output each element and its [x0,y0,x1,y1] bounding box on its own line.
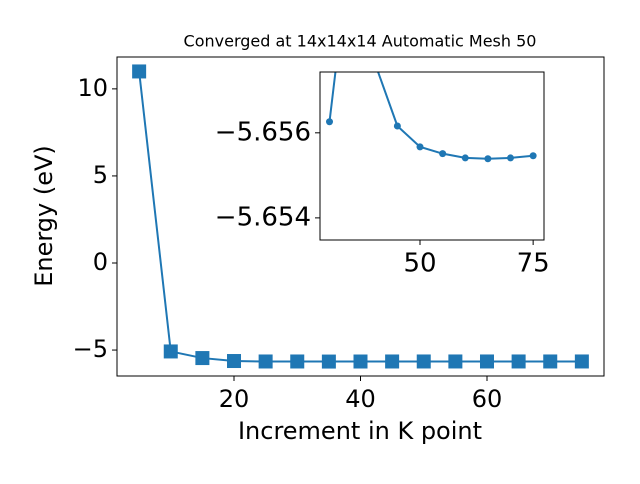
x-tick-label: 75 [517,249,550,279]
marker [479,354,494,369]
marker [326,118,334,126]
marker [258,354,273,369]
marker [290,354,305,369]
series-line [328,72,534,160]
marker [543,354,558,369]
y-axis-label: Energy (eV) [30,145,58,287]
chart-title: Converged at 14x14x14 Automatic Mesh 50 [184,32,537,51]
y-tick-label: 0 [93,248,108,276]
marker [529,152,537,160]
marker [416,354,431,369]
y-tick-label: −5.654 [215,202,311,232]
marker [227,354,242,369]
x-tick-label: 40 [345,385,376,413]
x-tick-label: 20 [219,385,250,413]
y-tick-label: 10 [77,74,108,102]
marker [132,64,147,79]
axes-frame [319,71,545,241]
marker [393,122,401,130]
marker [321,354,336,369]
marker [461,154,469,162]
x-tick-label: 60 [472,385,503,413]
marker [511,354,526,369]
axes-frame [116,56,605,377]
marker [353,354,368,369]
y-tick-label: 5 [93,161,108,189]
x-tick-label: 50 [403,249,436,279]
x-axis-label: Increment in K point [238,417,482,445]
marker [574,354,589,369]
marker [163,344,178,359]
marker [448,354,463,369]
y-tick-label: −5.656 [215,117,311,147]
marker [385,354,400,369]
y-tick-label: −5 [73,335,108,363]
marker [416,143,424,151]
marker [439,150,447,158]
plot-group [132,64,589,369]
plot-area [320,72,544,240]
marker [507,154,515,162]
marker [195,351,210,366]
plot-group [326,72,537,163]
marker [484,155,492,163]
